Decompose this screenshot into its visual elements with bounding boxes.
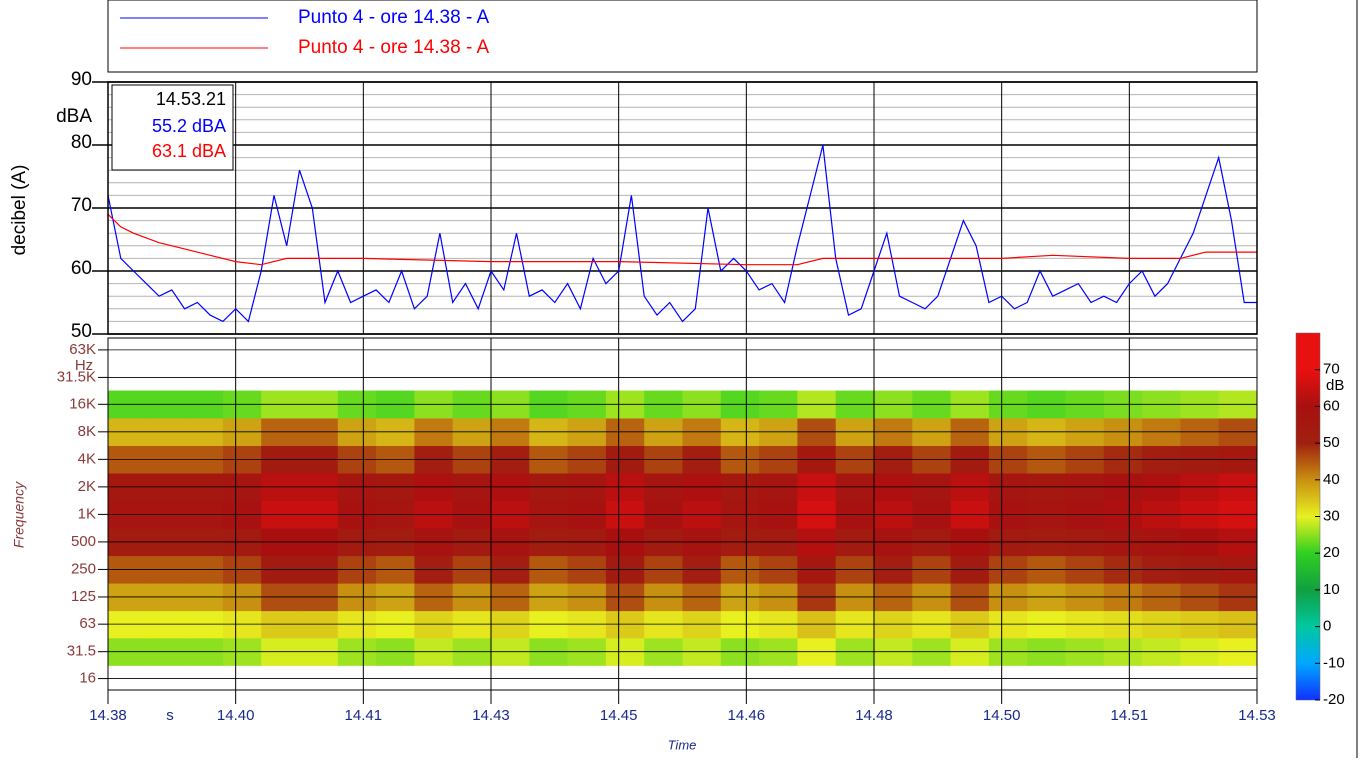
y-unit: dBA [56,106,92,127]
frequency-unit: Hz [75,357,93,374]
x-tick-label: 14.48 [855,707,893,724]
colorbar-tick-label: 50 [1323,434,1340,451]
y-tick-label: 8K [78,423,96,440]
x-tick-label: 14.38 [89,707,127,724]
series-line [107,144,1257,323]
y-tick-label: 4K [78,450,96,467]
colorbar-tick-label: 70 [1323,361,1340,378]
y-tick-label: 63K [69,341,96,358]
frequency-axis-title: Frequency [11,481,27,548]
colorbar-tick-label: -20 [1323,691,1345,708]
x-tick-label: 14.43 [472,707,510,724]
y-tick-label: 1K [78,505,96,522]
colorbar-tick-label: -10 [1323,654,1345,671]
x-axis-title: Time [668,737,697,752]
series-line [107,213,1257,266]
bottom-plot-frame [107,337,1258,691]
cursor-time: 14.53.21 [156,89,226,109]
y-tick-label: 16 [79,670,96,687]
y-tick-label: 80 [71,132,92,153]
y-tick-label: 250 [71,560,96,577]
y-tick-label: 63 [79,615,96,632]
colorbar-unit: dB [1326,377,1344,394]
legend-box [107,0,1258,73]
y-tick-label: 90 [71,69,92,90]
x-tick-label: 14.53 [1238,707,1276,724]
y-tick-label: 60 [71,258,92,279]
cursor-reading: 63.1 dBA [152,141,226,161]
x-tick-label: 14.50 [983,707,1021,724]
legend-label: Punto 4 - ore 14.38 - A [298,7,490,28]
y-tick-label: 50 [71,321,92,342]
y-tick-label: 500 [71,533,96,550]
y-tick-label: 2K [78,478,96,495]
cursor-box [111,84,234,171]
colorbar-tick-label: 0 [1323,618,1331,635]
x-tick-label: 14.41 [345,707,383,724]
top-plot-frame [107,81,1258,335]
x-tick-label: 14.46 [728,707,766,724]
y-tick-label: 16K [69,395,96,412]
colorbar-tick-label: 60 [1323,397,1340,414]
cursor-reading: 55.2 dBA [152,116,226,136]
y-tick-label: 31.5 [67,643,96,660]
x-tick-label: 14.40 [217,707,255,724]
x-tick-label: 14.51 [1111,707,1149,724]
plot-lines [107,144,1257,323]
y-axis-title: decibel (A) [9,165,30,256]
y-tick-label: 125 [71,588,96,605]
y-tick-label: 31.5K [57,368,96,385]
legend-label: Punto 4 - ore 14.38 - A [298,37,490,58]
colorbar-tick-label: 40 [1323,471,1340,488]
x-tick-label: 14.45 [600,707,638,724]
colorbar-tick-label: 20 [1323,544,1340,561]
colorbar-tick-label: 10 [1323,581,1340,598]
y-tick-label: 70 [71,195,92,216]
colorbar-tick-label: 30 [1323,507,1340,524]
x-unit: s [166,707,174,724]
